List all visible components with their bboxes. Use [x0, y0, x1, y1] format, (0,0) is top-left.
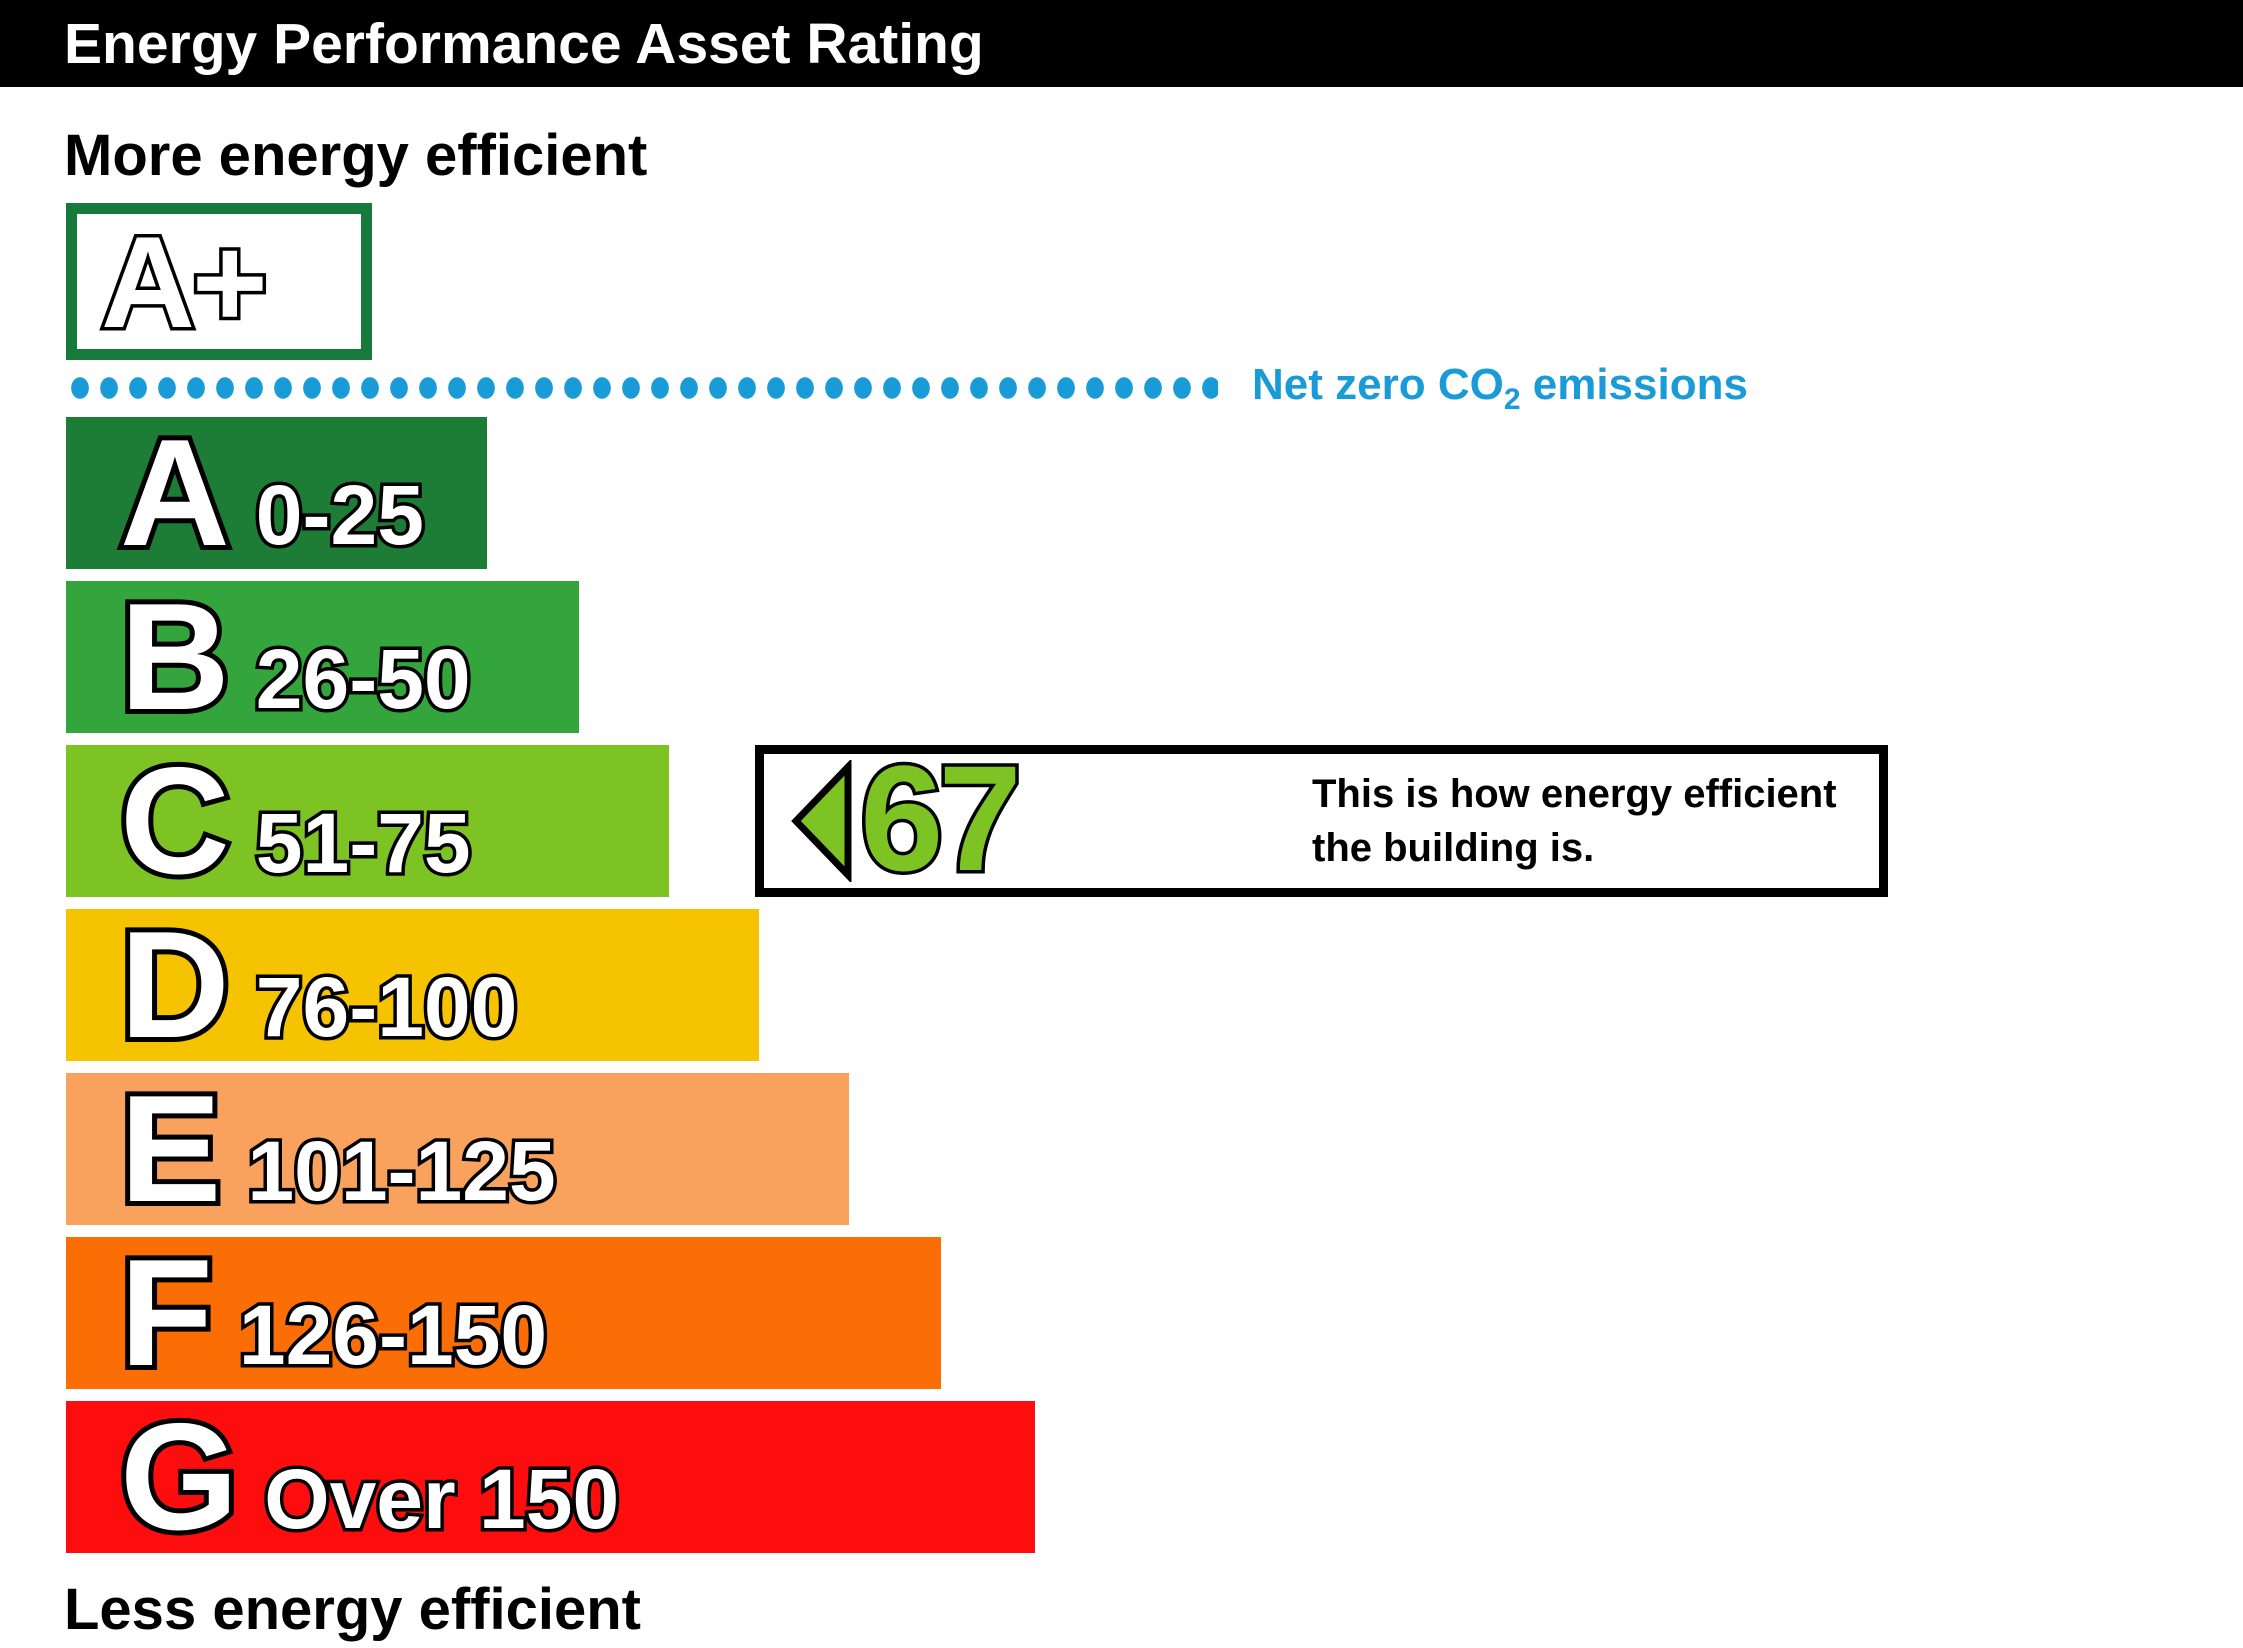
- band-a-plus: A+: [66, 203, 372, 360]
- header-bar: Energy Performance Asset Rating: [0, 0, 2243, 87]
- band-letter: D: [115, 900, 235, 1070]
- rating-description-line2: the building is.: [1312, 826, 1595, 870]
- band-range: 51-75: [252, 796, 474, 890]
- band-a-plus-letter: A+: [98, 208, 272, 355]
- net-zero-dotted-line: [66, 377, 1218, 399]
- band-g: G Over 150: [66, 1392, 1035, 1562]
- co2-subscript: 2: [1503, 382, 1521, 416]
- band-a: A 0-25: [66, 408, 487, 578]
- less-efficient-label: Less energy efficient: [64, 1577, 641, 1642]
- band-c: C 51-75: [66, 736, 669, 906]
- net-zero-text-post: emissions: [1520, 360, 1748, 409]
- band-letter: A: [115, 408, 235, 578]
- band-letter: E: [115, 1064, 226, 1234]
- band-d: D 76-100: [66, 900, 759, 1070]
- rating-description-line1: This is how energy efficient: [1312, 772, 1837, 816]
- band-letter: C: [115, 736, 235, 906]
- band-b: B 26-50: [66, 572, 579, 742]
- band-range: Over 150: [261, 1452, 623, 1546]
- page-title: Energy Performance Asset Rating: [64, 12, 984, 76]
- band-range: 76-100: [252, 960, 521, 1054]
- band-letter: F: [115, 1228, 218, 1398]
- net-zero-label: Net zero CO2 emissions: [1252, 360, 1748, 417]
- rating-callout: 67 This is how energy efficient the buil…: [755, 734, 1888, 902]
- net-zero-text-pre: Net zero CO: [1252, 360, 1504, 409]
- band-letter: B: [115, 572, 235, 742]
- band-letter: G: [115, 1392, 243, 1562]
- band-range: 101-125: [244, 1124, 559, 1218]
- more-efficient-label: More energy efficient: [64, 123, 648, 188]
- band-range: 26-50: [252, 632, 474, 726]
- rating-description: This is how energy efficient the buildin…: [1312, 767, 1837, 875]
- band-e: E 101-125: [66, 1064, 849, 1234]
- band-f: F 126-150: [66, 1228, 941, 1398]
- band-range: 126-150: [235, 1288, 550, 1382]
- rating-value: 67: [857, 734, 1026, 902]
- pointer-arrow-icon: [791, 760, 852, 882]
- band-range: 0-25: [252, 468, 427, 562]
